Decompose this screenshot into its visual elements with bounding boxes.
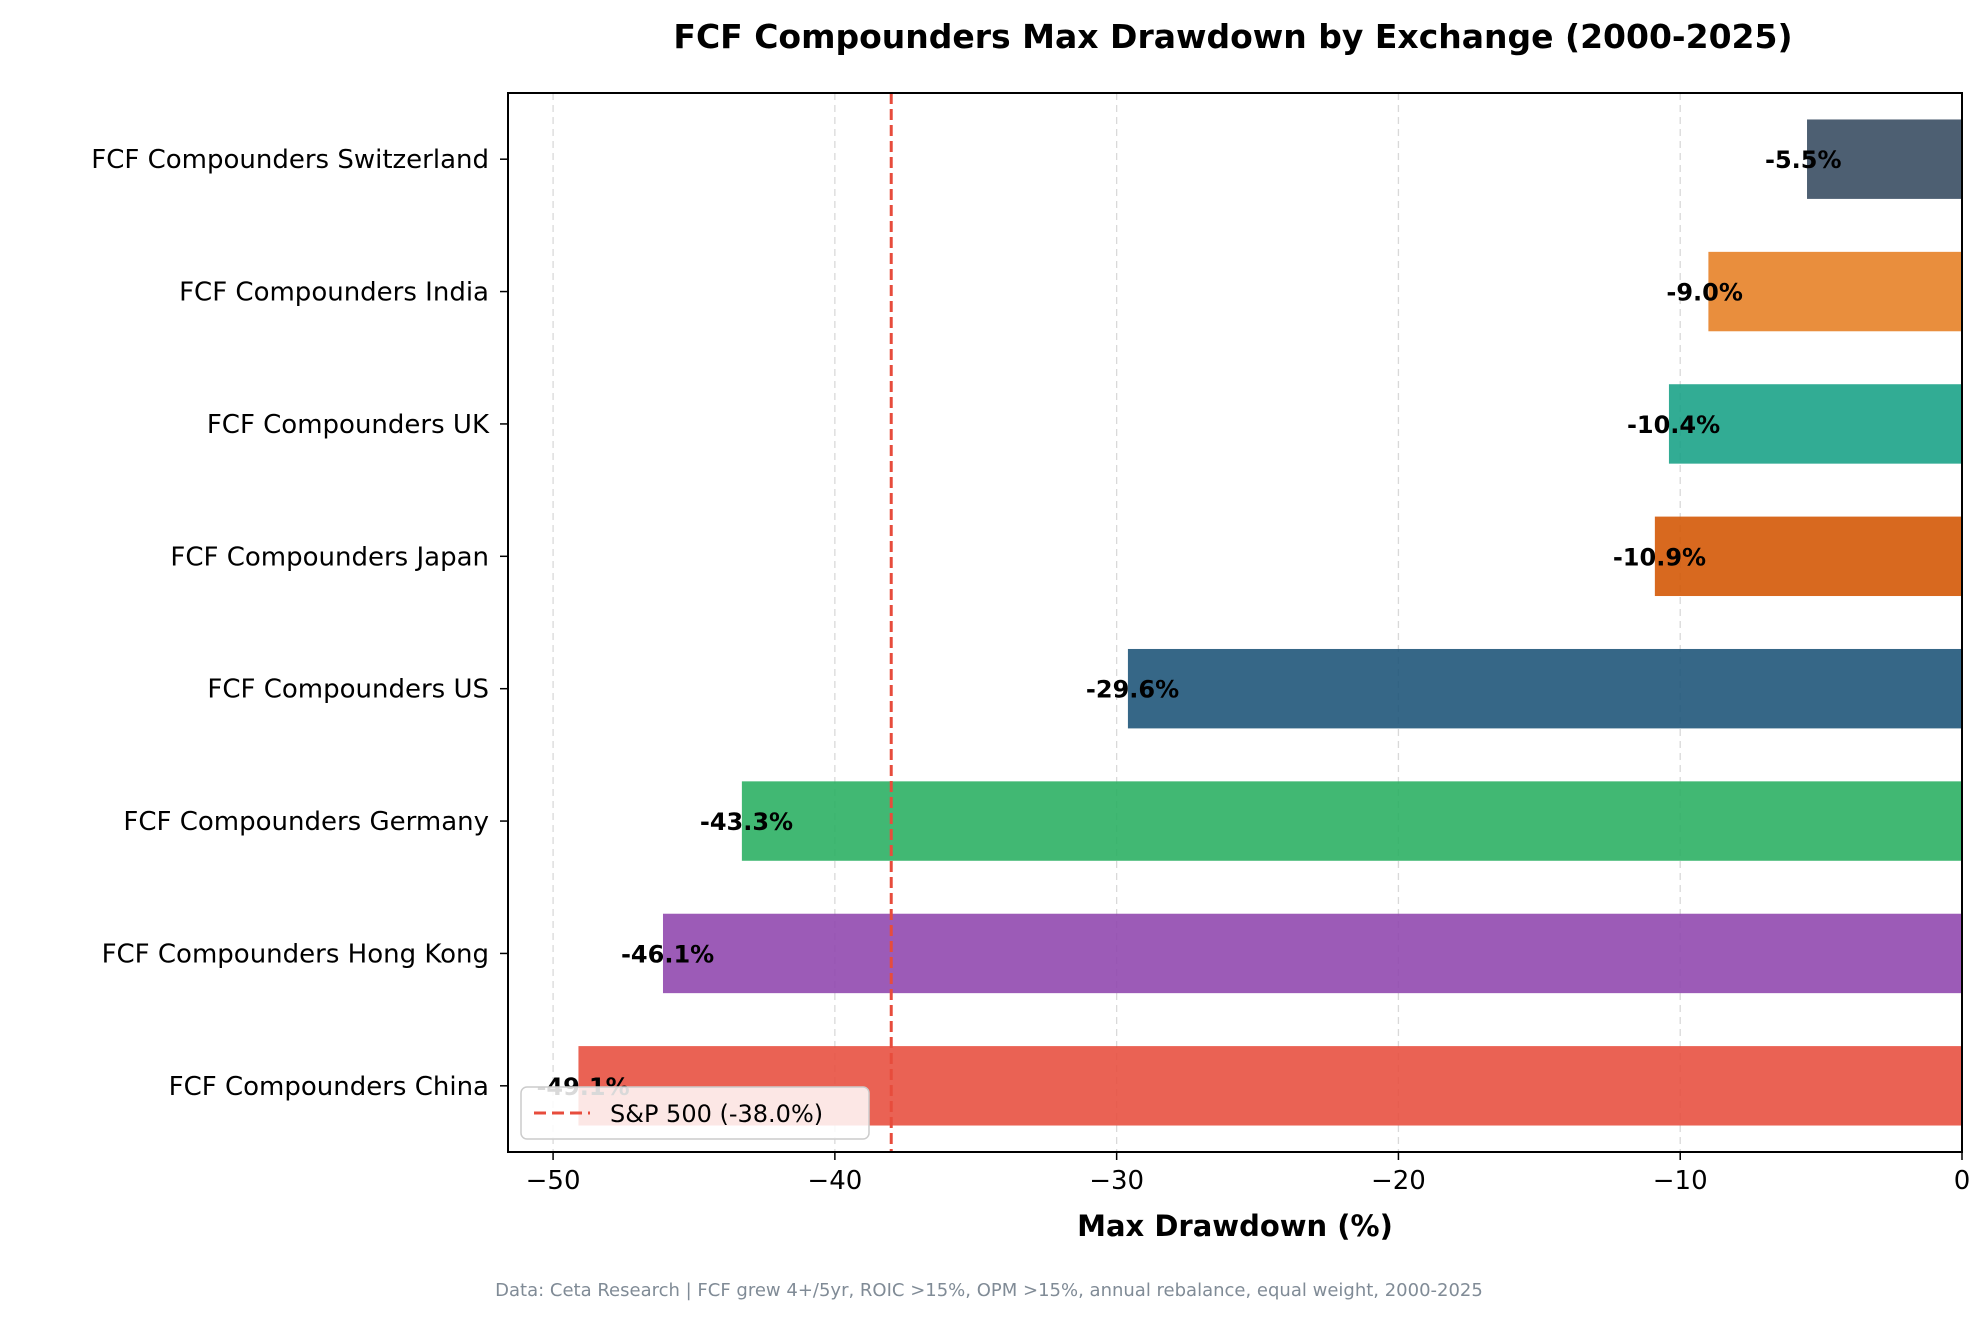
y-tick-label: FCF Compounders India bbox=[179, 278, 489, 308]
x-tick-label: −40 bbox=[807, 1166, 862, 1196]
y-tick-label: FCF Compounders Switzerland bbox=[91, 145, 489, 175]
legend: S&P 500 (-38.0%) bbox=[520, 1086, 870, 1140]
data-label: -5.5% bbox=[1765, 146, 1842, 174]
x-axis-ticks: −50 −40 −30 −20 −10 0 bbox=[526, 1152, 1971, 1196]
plot-frame bbox=[507, 92, 1963, 1153]
legend-label: S&P 500 (-38.0%) bbox=[610, 1100, 823, 1128]
x-tick-label: −30 bbox=[1089, 1166, 1144, 1196]
y-tick-label: FCF Compounders Hong Kong bbox=[102, 939, 489, 969]
data-label: -29.6% bbox=[1086, 676, 1179, 704]
bar bbox=[662, 913, 1962, 994]
x-tick-label: −10 bbox=[1653, 1166, 1708, 1196]
bar bbox=[1127, 648, 1962, 729]
bar bbox=[1807, 119, 1962, 199]
x-tick-label: 0 bbox=[1954, 1166, 1971, 1196]
y-tick-label: FCF Compounders China bbox=[169, 1072, 489, 1102]
x-axis-label: Max Drawdown (%) bbox=[1077, 1209, 1393, 1243]
data-label: -46.1% bbox=[621, 940, 714, 968]
footnote: Data: Ceta Research | FCF grew 4+/5yr, R… bbox=[495, 1280, 1483, 1301]
legend-box bbox=[520, 1086, 870, 1140]
x-tick-label: −20 bbox=[1371, 1166, 1426, 1196]
y-tick-label: FCF Compounders US bbox=[207, 675, 489, 705]
data-label: -10.4% bbox=[1627, 411, 1720, 439]
y-axis-ticks: FCF Compounders Switzerland FCF Compounde… bbox=[91, 145, 508, 1102]
bar bbox=[1654, 516, 1962, 597]
y-tick-label: FCF Compounders Japan bbox=[170, 542, 489, 572]
y-tick-label: FCF Compounders Germany bbox=[123, 807, 489, 837]
bar bbox=[741, 781, 1962, 861]
data-labels: -5.5% -9.0% -10.4% -10.9% -29.6% -43.3% -46.1%… bbox=[536, 146, 1841, 1101]
data-label: -9.0% bbox=[1666, 279, 1743, 307]
y-tick-label: FCF Compounders UK bbox=[207, 410, 490, 440]
bar bbox=[1668, 384, 1962, 464]
data-label: -10.9% bbox=[1613, 543, 1706, 571]
x-tick-label: −50 bbox=[526, 1166, 581, 1196]
data-label: -43.3% bbox=[700, 808, 793, 836]
chart-title: FCF Compounders Max Drawdown by Exchange… bbox=[673, 17, 1792, 56]
bar bbox=[1708, 251, 1962, 332]
